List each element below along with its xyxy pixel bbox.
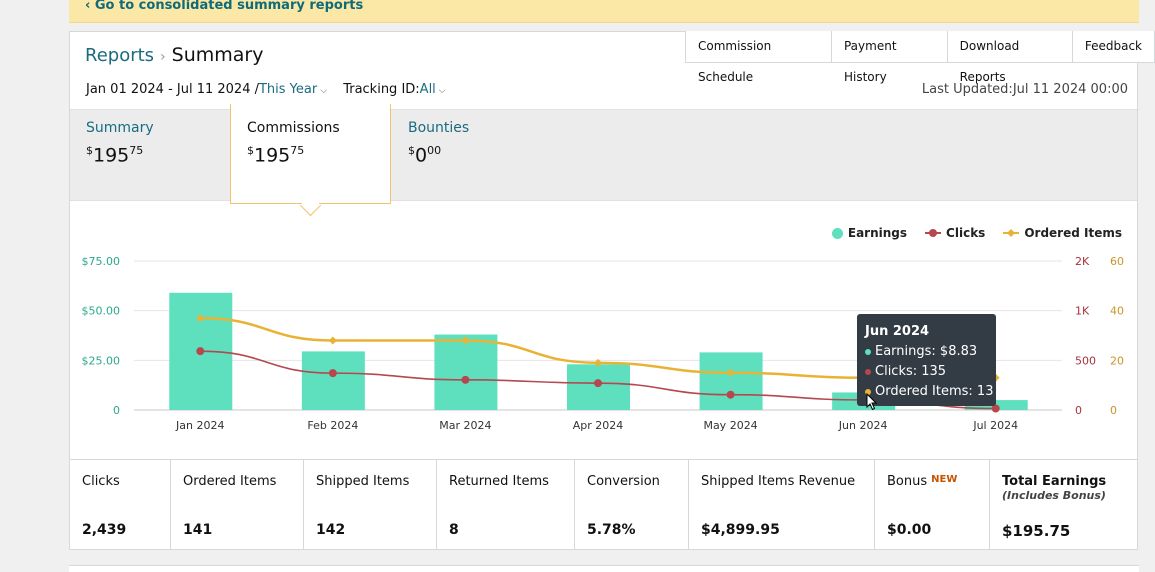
ordered-point bbox=[196, 314, 205, 323]
stat-shipped-revenue: Shipped Items Revenue $4,899.95 bbox=[689, 460, 875, 550]
stats-bar: Clicks 2,439 Ordered Items 141 Shipped Ite… bbox=[70, 459, 1138, 550]
y-right-clicks-tick: 500 bbox=[1075, 354, 1096, 367]
active-tab-background bbox=[230, 104, 391, 204]
legend-ordered-items[interactable]: Ordered Items bbox=[1003, 226, 1122, 240]
x-axis-label: Jun 2024 bbox=[838, 419, 888, 432]
stat-clicks: Clicks 2,439 bbox=[70, 460, 171, 550]
legend-clicks[interactable]: Clicks bbox=[925, 226, 985, 240]
x-axis-label: Jan 2024 bbox=[175, 419, 224, 432]
tooltip-earnings: Earnings: $8.83 bbox=[865, 344, 977, 359]
tab-label: Bounties bbox=[408, 120, 470, 136]
consolidated-banner: ‹ Go to consolidated summary reports bbox=[69, 0, 1139, 23]
clicks-point bbox=[991, 404, 1000, 413]
stat-bonus: Bonus NEW $0.00 bbox=[875, 460, 990, 550]
chevron-down-icon: ⌵ bbox=[438, 86, 446, 96]
x-axis-label: Feb 2024 bbox=[307, 419, 358, 432]
commission-schedule-button[interactable]: Commission Schedule bbox=[685, 31, 832, 84]
filter-bar: Jan 01 2024 - Jul 11 2024 /This Year ⌵ Tr… bbox=[86, 82, 446, 97]
tab-value: $19575 bbox=[247, 144, 305, 167]
consolidated-reports-link[interactable]: ‹ Go to consolidated summary reports bbox=[85, 0, 364, 13]
tooltip-title: Jun 2024 bbox=[865, 324, 930, 339]
download-reports-button[interactable]: Download Reports bbox=[946, 31, 1073, 84]
y-right-items-tick: 0 bbox=[1110, 404, 1117, 417]
clicks-point bbox=[461, 375, 470, 384]
y-right-clicks-tick: 2K bbox=[1075, 255, 1090, 268]
mouse-cursor-icon bbox=[866, 393, 878, 411]
breadcrumb: Reports › Summary bbox=[85, 44, 263, 66]
earnings-bar bbox=[699, 352, 763, 410]
ordered-point bbox=[328, 336, 337, 345]
tooltip-ordered-items: Ordered Items: 13 bbox=[865, 384, 993, 399]
clicks-point bbox=[594, 379, 602, 388]
y-right-items-tick: 40 bbox=[1110, 305, 1124, 318]
ordered-point bbox=[726, 368, 735, 377]
x-axis-label: Jul 2024 bbox=[972, 419, 1018, 432]
tab-label: Commissions bbox=[247, 120, 340, 136]
y-right-items-tick: 60 bbox=[1110, 255, 1124, 268]
top-button-group: Commission Schedule Payment History Down… bbox=[685, 31, 1155, 84]
earnings-chart: $75.00 $50.00 $25.00 0 2K 1K 500 0 60 40 20 0 Jan 20… bbox=[82, 255, 1125, 432]
stat-shipped-items: Shipped Items 142 bbox=[304, 460, 437, 550]
date-range-text: Jan 01 2024 - Jul 11 2024 / bbox=[86, 82, 259, 97]
period-dropdown[interactable]: This Year bbox=[258, 82, 318, 97]
tab-value: $000 bbox=[408, 144, 442, 167]
chart-tooltip: Jun 2024 Earnings: $8.83 Clicks: 135 Ord… bbox=[857, 314, 996, 406]
earnings-bar bbox=[301, 351, 365, 410]
chart-legend: Earnings Clicks Ordered Items bbox=[831, 226, 1122, 240]
y-left-tick: $50.00 bbox=[82, 305, 121, 318]
y-left-tick: $25.00 bbox=[82, 354, 121, 367]
clicks-point bbox=[726, 390, 735, 399]
tracking-id-dropdown[interactable]: All bbox=[419, 82, 436, 97]
y-left-tick: 0 bbox=[113, 404, 120, 417]
stat-returned-items: Returned Items 8 bbox=[437, 460, 575, 550]
ordered-point bbox=[594, 358, 602, 367]
y-right-items-tick: 20 bbox=[1110, 354, 1124, 367]
tab-bounties[interactable]: Bounties $000 bbox=[408, 120, 469, 166]
page-title: Summary bbox=[171, 44, 264, 66]
last-updated-text: Last Updated:Jul 11 2024 00:00 bbox=[921, 82, 1128, 97]
clicks-point bbox=[196, 347, 205, 356]
tracking-id-label: Tracking ID: bbox=[343, 82, 420, 97]
breadcrumb-reports-link[interactable]: Reports bbox=[85, 45, 155, 66]
earnings-bar bbox=[434, 334, 498, 410]
legend-earnings[interactable]: Earnings bbox=[831, 226, 907, 240]
tooltip-clicks: Clicks: 135 bbox=[865, 364, 946, 379]
breadcrumb-separator: › bbox=[160, 49, 166, 65]
x-axis-label: Apr 2024 bbox=[573, 419, 624, 432]
tab-summary[interactable]: Summary $19575 bbox=[86, 120, 154, 166]
earnings-bar bbox=[567, 364, 630, 410]
tab-value: $19575 bbox=[86, 144, 144, 167]
x-axis-label: May 2024 bbox=[703, 419, 757, 432]
y-right-clicks-tick: 1K bbox=[1075, 305, 1090, 318]
chevron-down-icon: ⌵ bbox=[320, 86, 328, 96]
new-badge: NEW bbox=[931, 474, 958, 485]
payment-history-button[interactable]: Payment History bbox=[830, 31, 948, 84]
stat-ordered-items: Ordered Items 141 bbox=[171, 460, 304, 550]
tab-label: Summary bbox=[86, 120, 154, 136]
stat-conversion: Conversion 5.78% bbox=[575, 460, 689, 550]
tab-commissions[interactable]: Commissions $19575 bbox=[247, 120, 340, 166]
y-right-clicks-tick: 0 bbox=[1075, 404, 1082, 417]
clicks-point bbox=[328, 369, 337, 378]
ordered-point bbox=[461, 336, 470, 345]
x-axis-label: Mar 2024 bbox=[439, 419, 491, 432]
y-left-tick: $75.00 bbox=[82, 255, 121, 268]
stat-total-earnings: Total Earnings (Includes Bonus) $195.75 bbox=[1002, 474, 1107, 540]
feedback-button[interactable]: Feedback bbox=[1071, 31, 1155, 63]
